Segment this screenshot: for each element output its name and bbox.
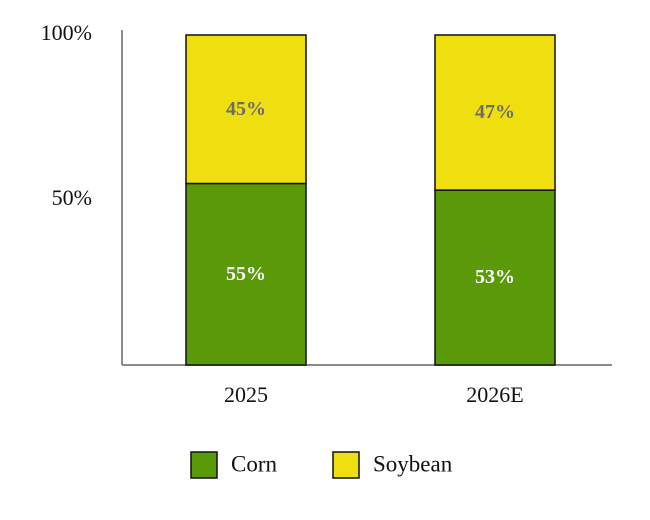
y-tick-label: 50% — [52, 185, 92, 210]
bar-segment-corn — [434, 189, 556, 366]
legend-swatch-soybean — [332, 451, 360, 479]
y-tick-label: 100% — [41, 20, 92, 45]
x-tick-label: 2025 — [224, 382, 268, 407]
data-label: 55% — [226, 263, 266, 285]
legend-label-corn: Corn — [231, 451, 278, 476]
bar-segment-soybean — [434, 34, 556, 191]
data-label: 53% — [475, 266, 515, 288]
bar-segment-soybean — [185, 34, 307, 185]
plot-area: 50% 100% 55% 45% 2025 53% 47% 2026E — [41, 20, 612, 407]
bar-segment-corn — [185, 182, 307, 366]
data-label: 45% — [226, 98, 266, 120]
x-tick-label: 2026E — [466, 382, 523, 407]
data-label: 47% — [475, 101, 515, 123]
legend: Corn Soybean — [190, 451, 453, 479]
legend-label-soybean: Soybean — [373, 451, 453, 476]
legend-swatch-corn — [190, 451, 218, 479]
